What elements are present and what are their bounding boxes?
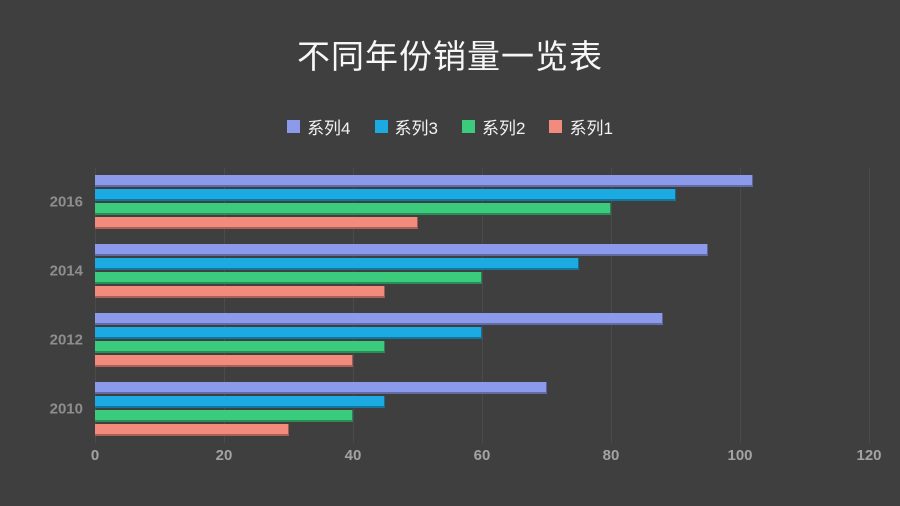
- x-tick-label-100: 100: [727, 447, 753, 464]
- bar-2014-系列1: [95, 286, 386, 299]
- gridline-x120: [869, 168, 870, 443]
- legend-swatch-series3: [374, 120, 388, 133]
- x-axis: 0 20 40 60 80 100 120: [91, 447, 882, 467]
- legend-item-series4: 系列4: [287, 114, 351, 139]
- legend-swatch-series4: [287, 120, 301, 133]
- bar-2014-系列3: [95, 258, 579, 271]
- gridline-x100: [740, 168, 741, 443]
- bar-2010-系列1: [95, 423, 289, 436]
- x-tick-label-40: 40: [344, 447, 362, 464]
- bar-2010-系列3: [95, 395, 386, 408]
- chart-title: 不同年份销量一览表: [297, 38, 603, 75]
- bar-2016-系列4: [95, 175, 753, 188]
- category-label-2016: 2016: [49, 193, 83, 211]
- bar-2014-系列4: [95, 244, 708, 257]
- legend-item-series2: 系列2: [462, 114, 525, 139]
- bar-2010-系列4: [95, 381, 547, 394]
- legend-swatch-series2: [462, 120, 475, 133]
- bar-2010-系列2: [95, 409, 353, 422]
- bar-2012-系列4: [95, 312, 663, 325]
- bar-2012-系列2: [95, 340, 386, 353]
- x-tick-label-20: 20: [215, 447, 233, 464]
- legend-item-series3: 系列3: [374, 114, 438, 139]
- x-tick-label-80: 80: [602, 447, 620, 464]
- x-tick-label-120: 120: [856, 447, 882, 464]
- legend-item-series1: 系列1: [549, 114, 613, 139]
- category-label-2010: 2010: [49, 400, 83, 418]
- gridline-x60: [482, 168, 483, 443]
- bar-2016-系列1: [95, 217, 418, 230]
- gridline-x80: [611, 168, 612, 443]
- category-label-2012: 2012: [49, 331, 83, 349]
- legend-swatch-series1: [549, 120, 563, 133]
- legend-label-series3: 系列3: [394, 119, 438, 138]
- category-label-2014: 2014: [49, 262, 83, 280]
- bar-2016-系列2: [95, 203, 611, 216]
- legend: 系列4 系列3 系列2 系列1: [0, 114, 900, 139]
- bar-2012-系列3: [95, 326, 482, 339]
- legend-label-series1: 系列1: [569, 119, 613, 138]
- x-tick-label-60: 60: [473, 447, 491, 464]
- bar-2012-系列1: [95, 354, 353, 367]
- bar-2016-系列3: [95, 189, 676, 202]
- legend-label-series4: 系列4: [307, 119, 351, 138]
- gridline-x40: [353, 168, 354, 443]
- gridline-x20: [224, 168, 225, 443]
- plot-area: 2016 2014 2012 2010: [50, 168, 870, 443]
- legend-label-series2: 系列2: [482, 119, 526, 138]
- x-tick-label-0: 0: [90, 447, 100, 464]
- gridline-x0: [95, 168, 96, 443]
- bar-2014-系列2: [95, 272, 482, 285]
